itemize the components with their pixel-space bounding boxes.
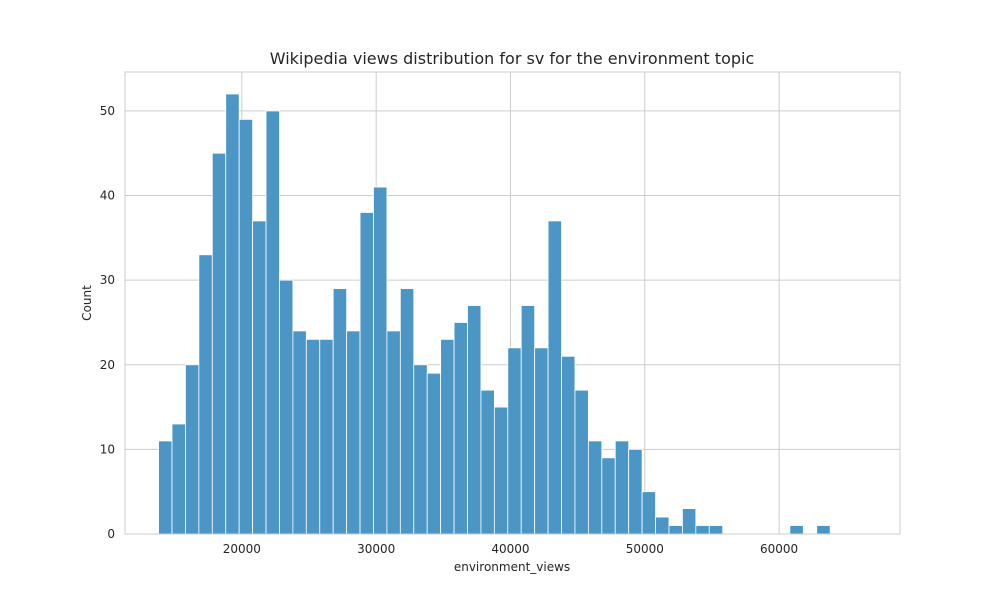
histogram-bar-32 — [587, 440, 603, 535]
histogram-bar-22 — [453, 322, 468, 535]
histogram-bar-38 — [668, 525, 683, 535]
histogram-bar-26 — [507, 347, 522, 535]
histogram-bar-25 — [493, 406, 509, 535]
histogram-bar-13 — [332, 288, 348, 535]
x-tick-labels: 20000 30000 40000 50000 60000 — [223, 542, 798, 556]
y-tick-label-4: 40 — [100, 189, 115, 203]
x-axis-label: environment_views — [454, 560, 570, 574]
histogram-bar-40 — [695, 525, 710, 535]
x-tick-label-1: 30000 — [357, 542, 395, 556]
x-tick-label-0: 20000 — [223, 542, 261, 556]
plot-frame — [124, 71, 901, 535]
histogram-bar-39 — [682, 508, 697, 535]
histogram-bar-4 — [211, 152, 227, 535]
y-tick-label-1: 10 — [100, 442, 115, 456]
histogram-bar-23 — [467, 305, 482, 535]
histogram-bar-47 — [789, 525, 804, 535]
histogram-bar-2 — [185, 364, 200, 535]
histogram-bar-9 — [279, 279, 294, 535]
histogram-bar-15 — [359, 212, 374, 535]
histogram-bar-37 — [655, 516, 670, 535]
histogram-bar-5 — [225, 93, 240, 535]
histogram-bar-11 — [305, 338, 321, 535]
chart-title: Wikipedia views distribution for sv for … — [270, 49, 755, 68]
histogram-bar-7 — [252, 220, 267, 535]
histogram-bar-6 — [238, 118, 253, 535]
histogram-bar-12 — [319, 338, 334, 535]
y-tick-label-5: 50 — [100, 104, 115, 118]
histogram-bar-35 — [628, 448, 643, 535]
x-tick-label-3: 50000 — [626, 542, 664, 556]
histogram-bar-27 — [520, 305, 536, 535]
x-tick-label-4: 60000 — [760, 542, 798, 556]
histogram-bar-18 — [399, 288, 415, 535]
y-axis-label: Count — [80, 285, 94, 321]
histogram-bar-41 — [708, 525, 724, 535]
histogram-bar-3 — [198, 254, 213, 535]
y-tick-label-2: 20 — [100, 358, 115, 372]
histogram-bar-19 — [413, 364, 428, 535]
histogram-bar-29 — [547, 220, 562, 535]
histogram-bar-34 — [614, 440, 630, 535]
y-tick-labels: 0 10 20 30 40 50 — [100, 104, 115, 541]
histogram-bar-17 — [386, 330, 401, 535]
y-tick-label-3: 30 — [100, 273, 115, 287]
histogram-bar-8 — [265, 110, 280, 535]
histogram-bar-36 — [641, 491, 656, 535]
histogram-bar-24 — [480, 389, 495, 535]
histogram-bar-0 — [158, 440, 173, 535]
histogram-bar-14 — [346, 330, 361, 535]
y-tick-label-0: 0 — [107, 527, 115, 541]
histogram-bar-20 — [426, 372, 442, 535]
histogram-bar-49 — [816, 525, 831, 535]
histogram-bar-21 — [440, 338, 455, 535]
x-tick-label-2: 40000 — [491, 542, 529, 556]
histogram-bar-30 — [561, 355, 576, 535]
bars — [158, 93, 831, 535]
histogram-bar-10 — [292, 330, 307, 535]
histogram-bar-28 — [534, 347, 549, 535]
histogram-bar-33 — [601, 457, 616, 535]
histogram-bar-31 — [574, 389, 589, 535]
histogram-bar-1 — [171, 423, 186, 535]
histogram-bar-16 — [373, 186, 388, 535]
